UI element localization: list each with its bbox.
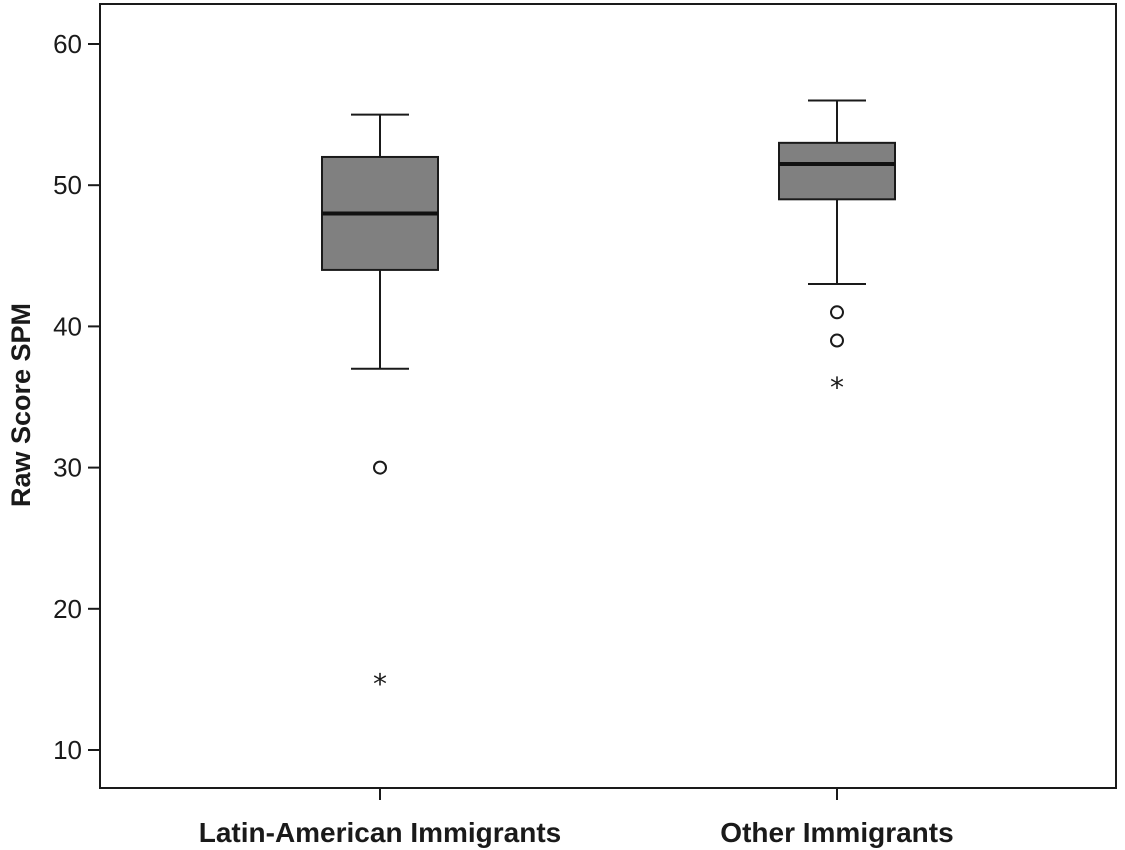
y-tick-label: 40 (53, 311, 82, 341)
y-axis-title: Raw Score SPM (6, 303, 36, 507)
box-group: * (778, 99, 896, 404)
plot-frame (99, 3, 1117, 789)
x-axis: Latin-American Immigrants Other Immigrant… (199, 788, 954, 848)
y-tick-label: 60 (53, 29, 82, 59)
outlier-point (373, 460, 387, 475)
y-axis: 10 20 30 40 50 60 (53, 29, 100, 765)
boxes-layer: ** (321, 99, 896, 700)
y-tick-label: 30 (53, 453, 82, 483)
y-tick-label: 50 (53, 170, 82, 200)
outlier-point (830, 333, 844, 348)
extreme-point: * (373, 667, 387, 700)
box-group: * (321, 113, 439, 700)
outlier-point (830, 305, 844, 320)
x-tick-label: Latin-American Immigrants (199, 817, 562, 848)
y-tick-label: 10 (53, 735, 82, 765)
extreme-point: * (830, 371, 844, 404)
y-tick-label: 20 (53, 594, 82, 624)
iqr-box (778, 141, 896, 201)
x-tick-label: Other Immigrants (720, 817, 953, 848)
